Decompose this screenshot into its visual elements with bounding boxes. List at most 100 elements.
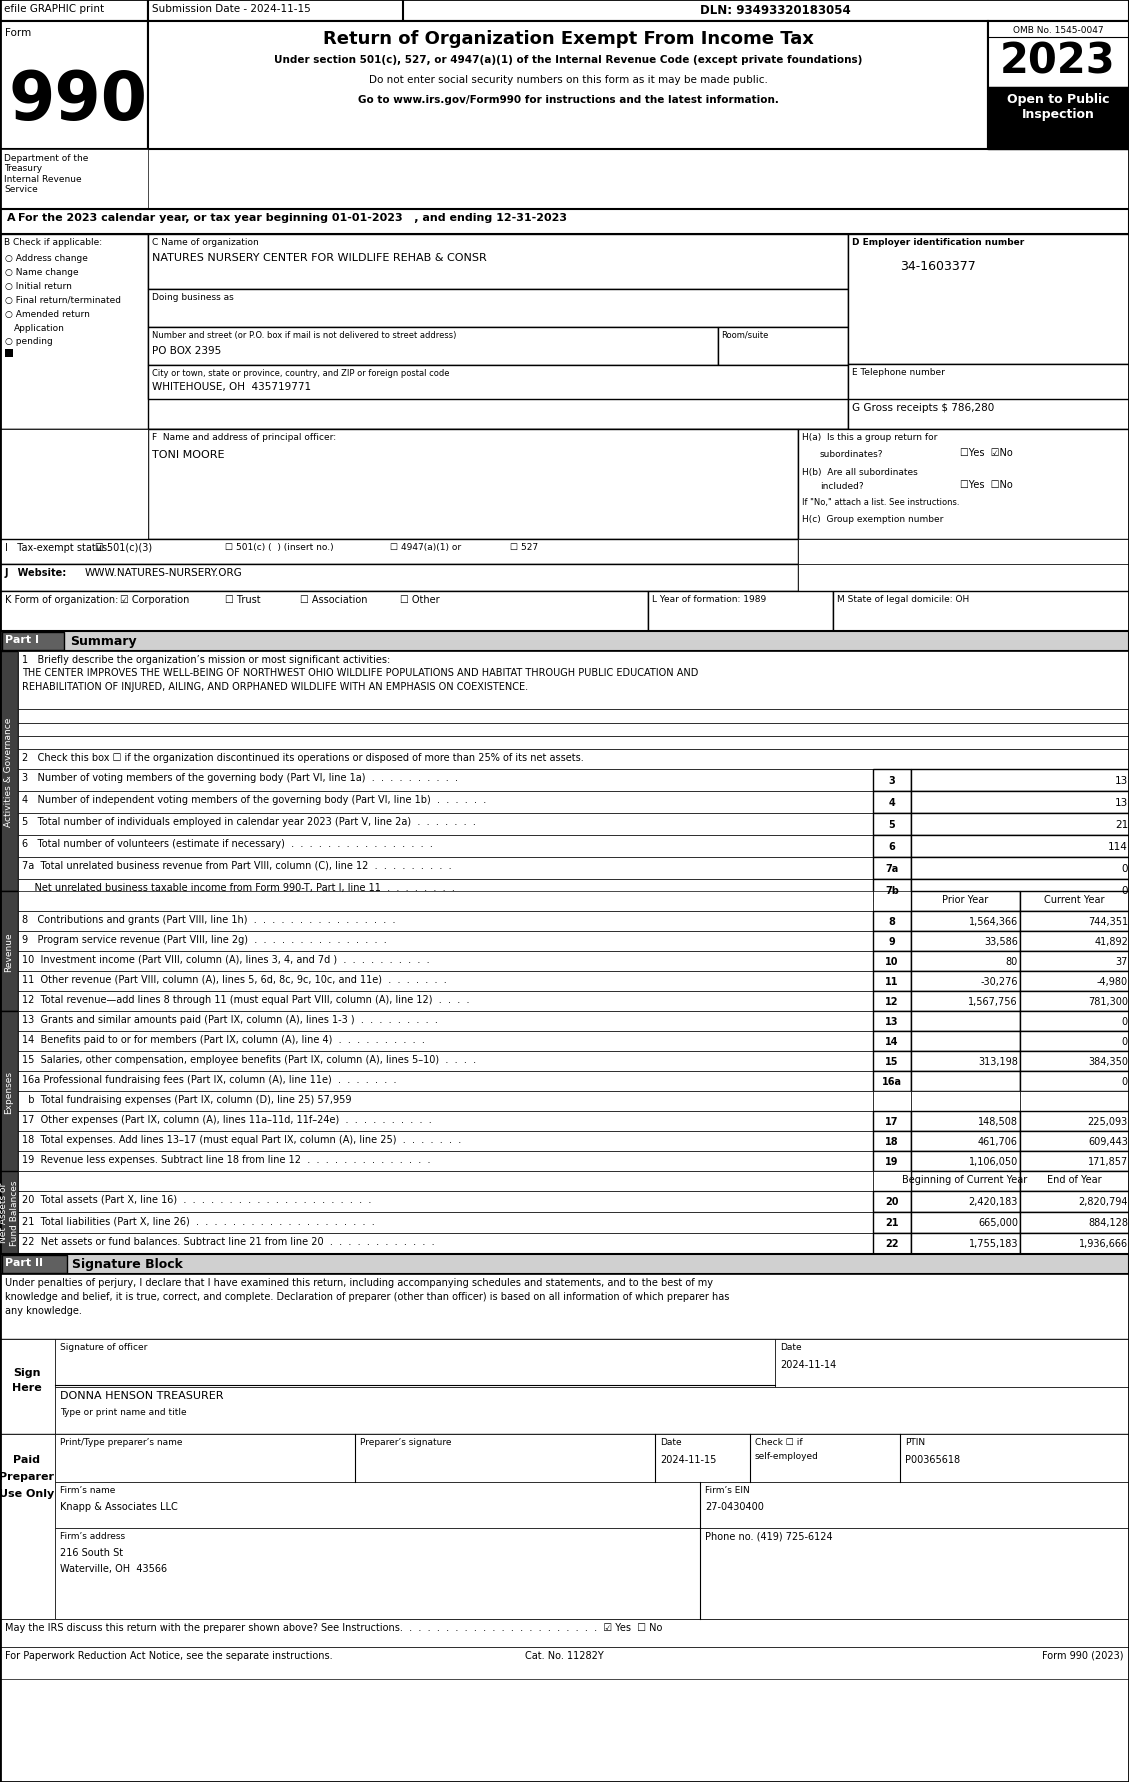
Text: 13: 13 — [1114, 798, 1128, 807]
Text: B Check if applicable:: B Check if applicable: — [5, 237, 102, 248]
Text: 17  Other expenses (Part IX, column (A), lines 11a–11d, 11f–24e)  .  .  .  .  . : 17 Other expenses (Part IX, column (A), … — [21, 1114, 431, 1124]
Bar — [18, 971, 873, 991]
Text: ☐ 4947(a)(1) or: ☐ 4947(a)(1) or — [390, 544, 461, 552]
Bar — [911, 1032, 1019, 1051]
Text: 3   Number of voting members of the governing body (Part VI, line 1a)  .  .  .  : 3 Number of voting members of the govern… — [21, 773, 458, 782]
Text: Use Only: Use Only — [0, 1488, 54, 1499]
Bar — [911, 1171, 1019, 1192]
Bar — [873, 880, 911, 902]
Text: 0: 0 — [1121, 864, 1128, 873]
Text: 7b: 7b — [885, 886, 899, 896]
Text: Prior Year: Prior Year — [942, 895, 988, 905]
Bar — [988, 87, 1129, 150]
Bar — [1019, 1032, 1129, 1051]
Bar — [18, 932, 873, 952]
Bar — [873, 791, 911, 814]
Bar — [0, 891, 18, 1012]
Bar — [873, 991, 911, 1012]
Bar — [911, 1212, 1019, 1233]
Text: 8   Contributions and grants (Part VIII, line 1h)  .  .  .  .  .  .  .  .  .  . : 8 Contributions and grants (Part VIII, l… — [21, 914, 395, 925]
Text: For the 2023 calendar year, or tax year beginning 01-01-2023   , and ending 12-3: For the 2023 calendar year, or tax year … — [18, 212, 567, 223]
Bar — [1019, 891, 1129, 911]
Text: Signature of officer: Signature of officer — [60, 1342, 148, 1351]
Bar — [873, 1132, 911, 1151]
Text: 22: 22 — [885, 1238, 899, 1249]
Bar — [1019, 1132, 1129, 1151]
Bar — [873, 1112, 911, 1132]
Bar — [0, 150, 148, 210]
Text: 13  Grants and similar amounts paid (Part IX, column (A), lines 1-3 )  .  .  .  : 13 Grants and similar amounts paid (Part… — [21, 1014, 438, 1025]
Text: 1,567,756: 1,567,756 — [969, 996, 1018, 1007]
Bar — [18, 814, 873, 836]
Text: Under section 501(c), 527, or 4947(a)(1) of the Internal Revenue Code (except pr: Under section 501(c), 527, or 4947(a)(1)… — [274, 55, 863, 64]
Text: ☑ Corporation: ☑ Corporation — [120, 595, 190, 604]
Text: 384,350: 384,350 — [1088, 1057, 1128, 1066]
Text: 1,755,183: 1,755,183 — [969, 1238, 1018, 1249]
Text: 609,443: 609,443 — [1088, 1137, 1128, 1146]
Bar — [873, 814, 911, 836]
Text: Under penalties of perjury, I declare that I have examined this return, includin: Under penalties of perjury, I declare th… — [5, 1278, 714, 1287]
Bar — [55, 1340, 774, 1386]
Bar — [18, 723, 1129, 736]
Bar — [873, 932, 911, 952]
Bar — [1019, 1151, 1129, 1171]
Bar — [0, 1012, 18, 1174]
Bar — [911, 991, 1019, 1012]
Text: Paid: Paid — [14, 1454, 41, 1465]
Bar — [873, 836, 911, 857]
Text: A: A — [7, 212, 19, 223]
Bar — [18, 891, 873, 911]
Text: May the IRS discuss this return with the preparer shown above? See Instructions.: May the IRS discuss this return with the… — [5, 1622, 663, 1632]
Text: 1   Briefly describe the organization’s mission or most significant activities:: 1 Briefly describe the organization’s mi… — [21, 654, 391, 665]
Text: Date: Date — [780, 1342, 802, 1351]
Bar — [911, 1012, 1019, 1032]
Bar — [873, 1051, 911, 1071]
Text: Submission Date - 2024-11-15: Submission Date - 2024-11-15 — [152, 4, 310, 14]
Text: Print/Type preparer’s name: Print/Type preparer’s name — [60, 1438, 183, 1447]
Bar — [911, 1132, 1019, 1151]
Bar — [18, 1171, 873, 1192]
Bar — [0, 235, 148, 429]
Text: REHABILITATION OF INJURED, AILING, AND ORPHANED WILDLIFE WITH AN EMPHASIS ON COE: REHABILITATION OF INJURED, AILING, AND O… — [21, 683, 528, 691]
Text: WHITEHOUSE, OH  435719771: WHITEHOUSE, OH 435719771 — [152, 381, 312, 392]
Bar — [0, 631, 1129, 652]
Bar — [18, 1132, 873, 1151]
Text: 1,564,366: 1,564,366 — [969, 916, 1018, 927]
Text: Application: Application — [14, 324, 64, 333]
Text: knowledge and belief, it is true, correct, and complete. Declaration of preparer: knowledge and belief, it is true, correc… — [5, 1292, 729, 1301]
Text: 27-0430400: 27-0430400 — [704, 1500, 764, 1511]
Text: Preparer: Preparer — [0, 1472, 54, 1481]
Bar — [833, 592, 1129, 631]
Text: 17: 17 — [885, 1116, 899, 1126]
Bar — [0, 429, 1129, 540]
Text: Firm’s name: Firm’s name — [60, 1484, 115, 1493]
Bar — [0, 652, 18, 891]
Bar — [873, 1012, 911, 1032]
Text: Go to www.irs.gov/Form990 for instructions and the latest information.: Go to www.irs.gov/Form990 for instructio… — [358, 94, 778, 105]
Text: Net Assets or
Fund Balances: Net Assets or Fund Balances — [0, 1180, 19, 1246]
Bar — [1019, 1051, 1129, 1071]
Text: 20: 20 — [885, 1196, 899, 1206]
Bar — [0, 21, 148, 150]
Text: 2,820,794: 2,820,794 — [1078, 1196, 1128, 1206]
Bar — [1019, 1112, 1129, 1132]
Bar — [911, 911, 1019, 932]
Text: 2,420,183: 2,420,183 — [969, 1196, 1018, 1206]
Text: 41,892: 41,892 — [1094, 937, 1128, 946]
Text: Phone no. (419) 725-6124: Phone no. (419) 725-6124 — [704, 1531, 832, 1541]
Bar — [148, 0, 403, 21]
Bar — [18, 770, 873, 791]
Text: 14  Benefits paid to or for members (Part IX, column (A), line 4)  .  .  .  .  .: 14 Benefits paid to or for members (Part… — [21, 1034, 425, 1044]
Bar — [873, 911, 911, 932]
Text: 18: 18 — [885, 1137, 899, 1146]
Text: 21  Total liabilities (Part X, line 26)  .  .  .  .  .  .  .  .  .  .  .  .  .  : 21 Total liabilities (Part X, line 26) .… — [21, 1215, 375, 1226]
Bar — [18, 1112, 873, 1132]
Bar — [0, 1435, 55, 1620]
Text: 9: 9 — [889, 937, 895, 946]
Text: 114: 114 — [1109, 841, 1128, 852]
Bar — [148, 429, 798, 540]
Bar — [1019, 932, 1129, 952]
Bar — [55, 1483, 1129, 1529]
Bar — [0, 429, 148, 540]
Bar — [1019, 1071, 1129, 1091]
